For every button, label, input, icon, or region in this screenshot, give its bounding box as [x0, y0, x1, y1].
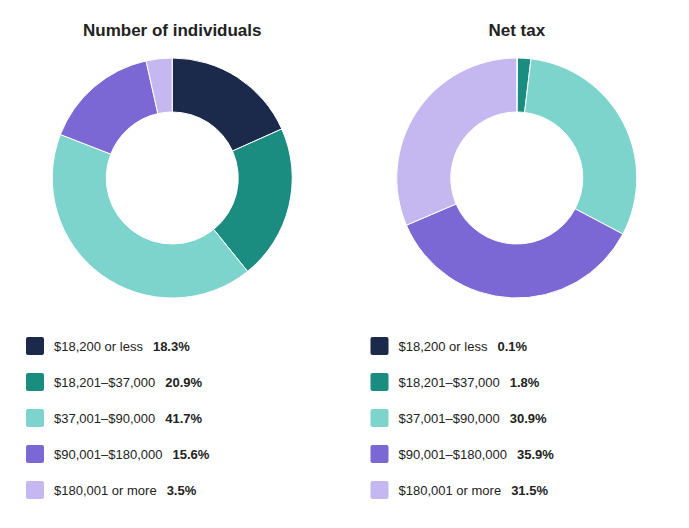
legend-swatch — [26, 373, 44, 391]
legend-category: $18,201–$37,000 — [54, 375, 155, 390]
legend-value: 41.7% — [165, 411, 202, 426]
legend-swatch — [371, 445, 389, 463]
legend-category: $18,201–$37,000 — [399, 375, 500, 390]
legend-label: $18,200 or less 0.1% — [399, 339, 528, 354]
legend-label: $90,001–$180,000 35.9% — [399, 447, 555, 462]
slices — [52, 58, 292, 298]
legend-swatch — [371, 409, 389, 427]
legend-value: 30.9% — [510, 411, 547, 426]
legend-swatch — [371, 373, 389, 391]
donut-slice — [60, 61, 157, 154]
legend-value: 3.5% — [167, 483, 197, 498]
legend-label: $90,001–$180,000 15.6% — [54, 447, 210, 462]
legend-value: 20.9% — [165, 375, 202, 390]
slices — [397, 58, 637, 298]
panel: Net tax $18,200 or less 0.1% $18,201–$37,00… — [371, 21, 637, 499]
legend-value: 0.1% — [497, 339, 527, 354]
donut-slice — [525, 59, 637, 234]
legend-category: $18,200 or less — [399, 339, 488, 354]
legend-label: $18,201–$37,000 20.9% — [54, 375, 203, 390]
legend-value: 31.5% — [511, 483, 548, 498]
panel: Number of individuals $18,200 or less 18.3… — [26, 21, 292, 499]
legend-value: 35.9% — [517, 447, 554, 462]
legend-label: $37,001–$90,000 30.9% — [399, 411, 548, 426]
legend-category: $37,001–$90,000 — [54, 411, 155, 426]
legend-swatch — [26, 481, 44, 499]
legend-swatch — [26, 409, 44, 427]
legend-category: $90,001–$180,000 — [399, 447, 507, 462]
legend-category: $180,001 or more — [399, 483, 502, 498]
chart-title: Number of individuals — [83, 21, 262, 40]
legend-swatch — [371, 337, 389, 355]
donut-slice — [397, 58, 517, 225]
legend-value: 1.8% — [510, 375, 540, 390]
legend-swatch — [371, 481, 389, 499]
chart-title: Net tax — [488, 21, 545, 40]
chart-canvas: Number of individuals $18,200 or less 18.3… — [0, 0, 689, 528]
legend-value: 18.3% — [153, 339, 190, 354]
legend-category: $18,200 or less — [54, 339, 143, 354]
legend: $18,200 or less 18.3% $18,201–$37,000 20.9%… — [26, 337, 210, 499]
legend-category: $37,001–$90,000 — [399, 411, 500, 426]
legend-label: $180,001 or more 31.5% — [399, 483, 549, 498]
donut-slice — [52, 135, 247, 298]
legend-swatch — [26, 337, 44, 355]
legend-value: 15.6% — [172, 447, 209, 462]
legend: $18,200 or less 0.1% $18,201–$37,000 1.8% $3… — [371, 337, 555, 499]
legend-label: $18,201–$37,000 1.8% — [399, 375, 540, 390]
legend-label: $37,001–$90,000 41.7% — [54, 411, 203, 426]
donut-slice — [406, 204, 622, 298]
legend-category: $180,001 or more — [54, 483, 157, 498]
legend-category: $90,001–$180,000 — [54, 447, 162, 462]
legend-swatch — [26, 445, 44, 463]
donut-slice — [146, 58, 172, 114]
legend-label: $18,200 or less 18.3% — [54, 339, 190, 354]
legend-label: $180,001 or more 3.5% — [54, 483, 197, 498]
